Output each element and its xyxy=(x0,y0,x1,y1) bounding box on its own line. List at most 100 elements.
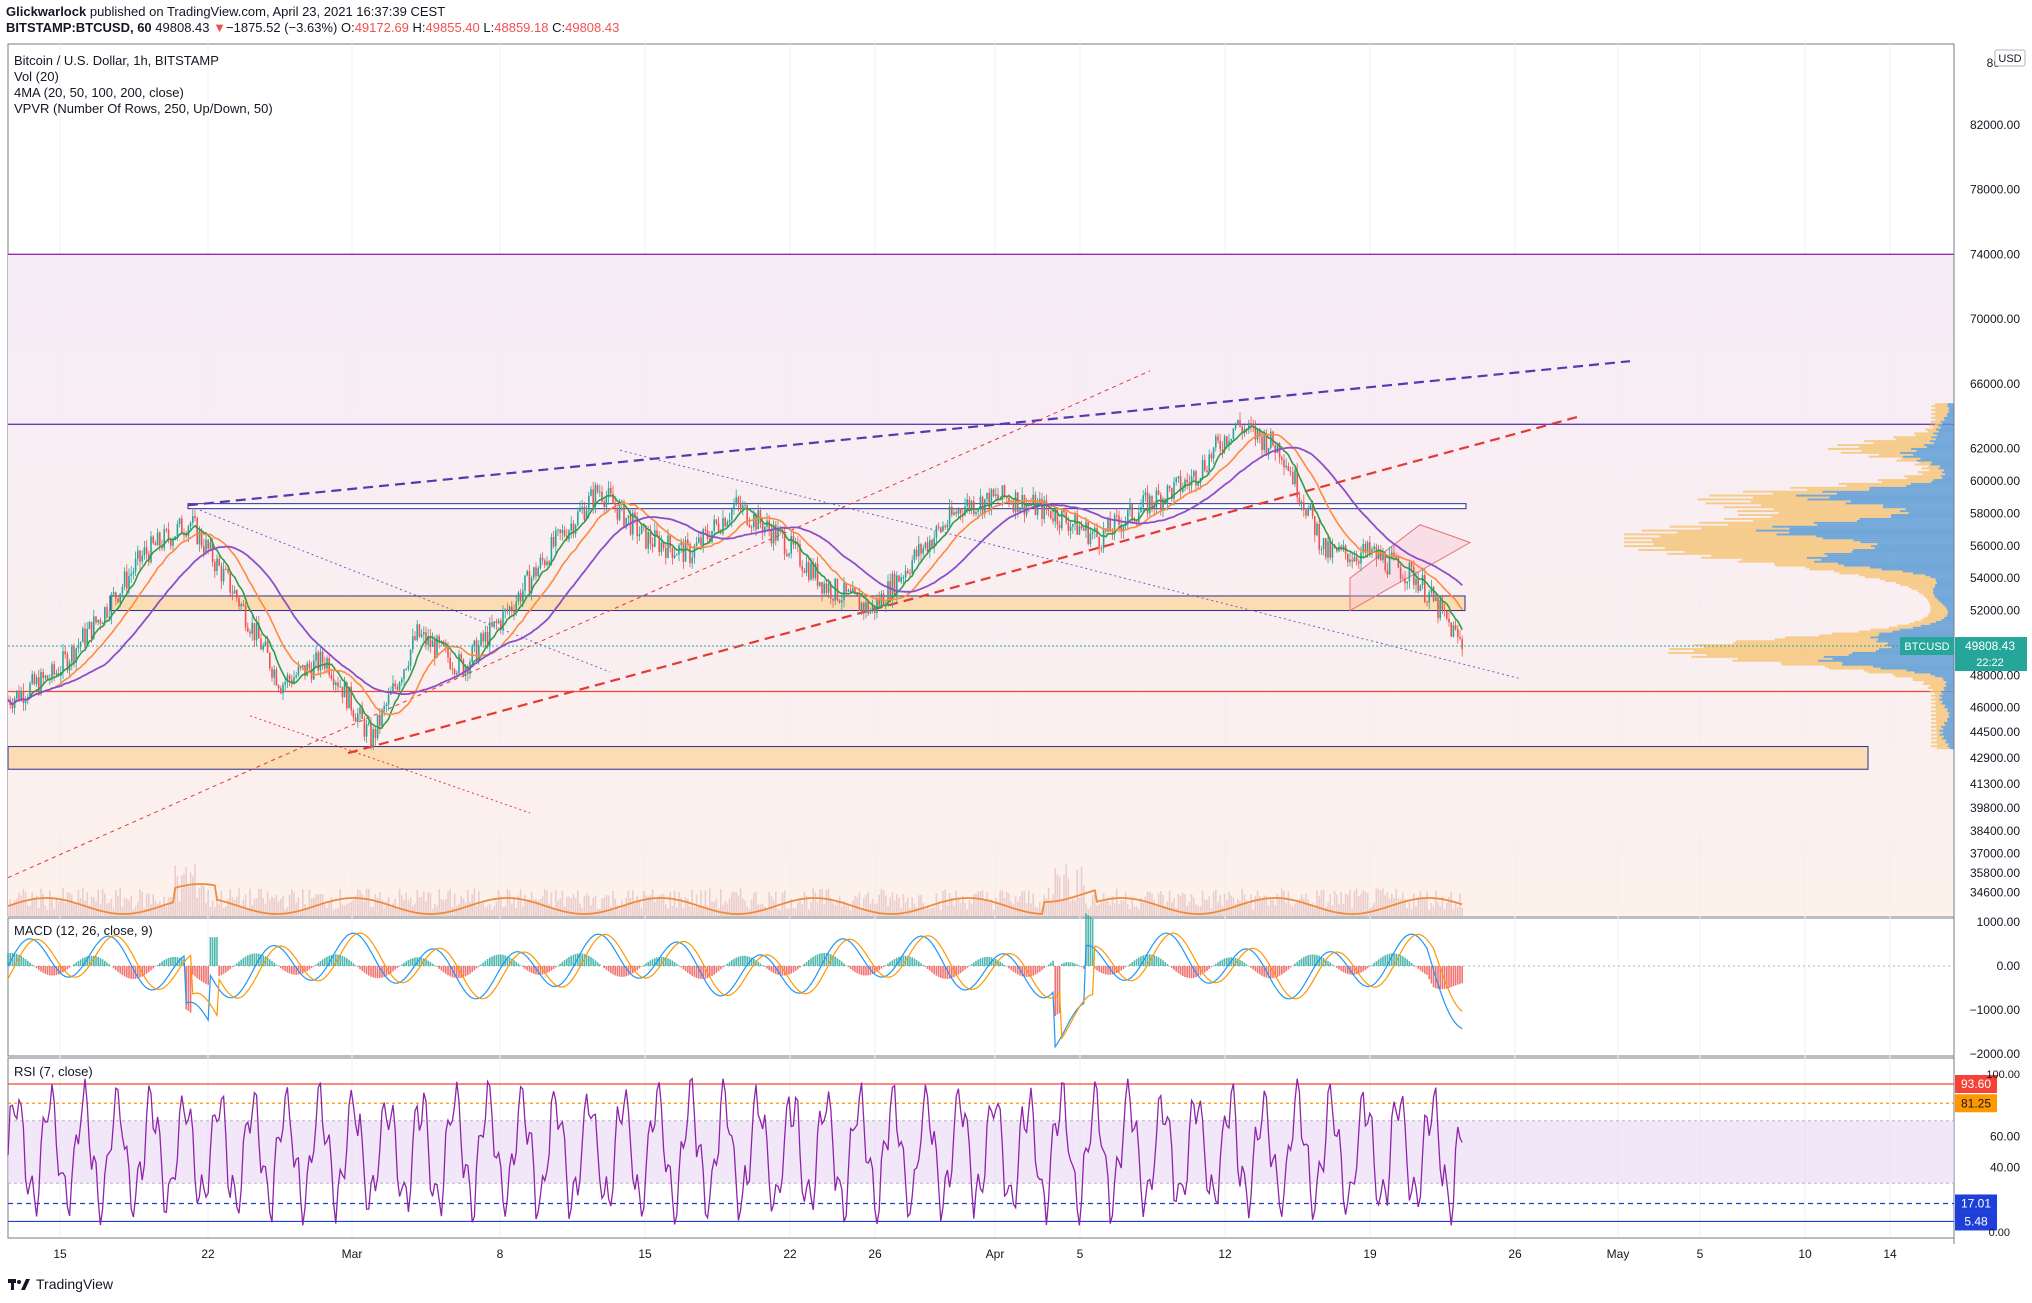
candle-body xyxy=(269,652,271,669)
volume-bar xyxy=(1091,894,1094,916)
volume-bar xyxy=(792,907,795,916)
candle-body xyxy=(544,560,546,566)
candle-body xyxy=(379,714,381,727)
macd-histogram-bar xyxy=(689,966,691,975)
volume-bar xyxy=(357,889,359,916)
volume-bar xyxy=(704,890,707,916)
candle-body xyxy=(768,520,770,530)
vpvr-up-bar xyxy=(1822,490,1954,493)
volume-bar xyxy=(27,905,29,916)
vpvr-up-bar xyxy=(1891,514,1954,517)
legend-title[interactable]: Bitcoin / U.S. Dollar, 1h, BITSTAMP xyxy=(14,53,219,68)
macd-histogram-bar xyxy=(106,962,108,966)
candle-body xyxy=(812,562,814,579)
macd-histogram-bar xyxy=(1384,955,1386,966)
candle-body xyxy=(847,589,850,592)
macd-histogram-bar xyxy=(249,954,251,966)
volume-bar xyxy=(660,894,663,916)
volume-bar xyxy=(546,890,548,916)
macd-histogram-bar xyxy=(22,957,25,966)
candle-body xyxy=(1153,506,1155,509)
candle-body xyxy=(222,568,225,582)
current-symbol-label: BTCUSD xyxy=(1904,641,1949,653)
candle-body xyxy=(225,568,227,570)
macd-histogram-bar xyxy=(618,966,621,977)
macd-histogram-bar xyxy=(1391,953,1393,966)
macd-histogram-bar xyxy=(211,937,214,966)
macd-histogram-bar xyxy=(561,961,564,966)
vpvr-down-bar xyxy=(1927,599,1939,602)
macd-histogram-bar xyxy=(409,958,412,966)
macd-histogram-bar xyxy=(1234,958,1237,966)
macd-histogram-bar xyxy=(1221,959,1224,966)
footer-brand[interactable]: TradingView xyxy=(8,1276,113,1292)
macd-histogram-bar xyxy=(1360,966,1362,973)
vpvr-down-bar xyxy=(1834,570,1903,573)
macd-histogram-bar xyxy=(1201,966,1204,975)
vpvr-down-bar xyxy=(1809,568,1882,571)
candle-body xyxy=(508,606,511,612)
macd-histogram-bar xyxy=(431,963,434,966)
vpvr-up-bar xyxy=(1916,449,1954,452)
vpvr-down-bar xyxy=(1931,741,1946,744)
volume-bar xyxy=(189,872,192,916)
vpvr-down-bar xyxy=(1785,636,1871,639)
candle-body xyxy=(262,645,264,650)
volume-bar xyxy=(326,908,328,916)
legend-volume[interactable]: Vol (20) xyxy=(14,69,59,84)
vpvr-down-bar xyxy=(1929,601,1941,604)
vpvr-up-bar xyxy=(1899,628,1954,631)
candle-body xyxy=(35,677,38,685)
candle-body xyxy=(1413,567,1415,585)
vpvr-down-bar xyxy=(1912,679,1944,682)
volume-bar xyxy=(106,903,108,916)
volume-bar xyxy=(665,904,667,916)
vpvr-up-bar xyxy=(1942,603,1954,606)
macd-histogram-bar xyxy=(321,959,324,966)
vpvr-up-bar xyxy=(1930,622,1954,625)
macd-histogram-bar xyxy=(788,966,790,975)
candle-body xyxy=(519,592,522,602)
volume-bar xyxy=(530,892,533,916)
candle-body xyxy=(172,539,174,546)
rsi-pane-title[interactable]: RSI (7, close) xyxy=(14,1064,93,1079)
vpvr-up-bar xyxy=(1938,424,1954,427)
candle-body xyxy=(946,524,949,528)
volume-bar xyxy=(1162,894,1164,916)
vpvr-up-bar xyxy=(1935,580,1954,583)
macd-histogram-bar xyxy=(940,966,942,978)
candle-body xyxy=(178,518,181,525)
volume-bar xyxy=(698,905,700,916)
ma-50-line xyxy=(7,433,1463,716)
candle-body xyxy=(1019,507,1021,512)
volume-bar xyxy=(621,900,623,916)
macd-histogram-bar xyxy=(1344,966,1347,974)
candle-body xyxy=(937,526,940,528)
macd-histogram-bar xyxy=(31,964,33,966)
macd-histogram-bar xyxy=(810,958,812,966)
macd-histogram-bar xyxy=(808,960,810,966)
macd-pane-title[interactable]: MACD (12, 26, close, 9) xyxy=(14,923,153,938)
candle-body xyxy=(680,542,682,546)
volume-bar xyxy=(1278,897,1281,916)
legend-vpvr[interactable]: VPVR (Number Of Rows, 250, Up/Down, 50) xyxy=(14,101,273,116)
volume-bar xyxy=(1129,909,1131,916)
candle-body xyxy=(456,672,458,675)
countdown-label: 22:22 xyxy=(1976,657,2004,669)
volume-bar xyxy=(1452,908,1455,916)
candle-body xyxy=(772,524,775,544)
legend-ma[interactable]: 4MA (20, 50, 100, 200, close) xyxy=(14,85,184,100)
macd-histogram-bar xyxy=(310,966,313,969)
volume-bar xyxy=(720,889,722,916)
volume-bar xyxy=(57,901,60,916)
candle-body xyxy=(495,621,498,624)
publisher-name[interactable]: Glickwarlock xyxy=(6,4,87,19)
macd-histogram-bar xyxy=(581,953,583,966)
volume-bar xyxy=(139,888,141,916)
vpvr-down-bar xyxy=(1936,743,1949,746)
volume-bar xyxy=(464,902,467,916)
macd-histogram-bar xyxy=(975,960,977,966)
vpvr-down-bar xyxy=(1929,690,1942,693)
candle-body xyxy=(673,555,676,558)
